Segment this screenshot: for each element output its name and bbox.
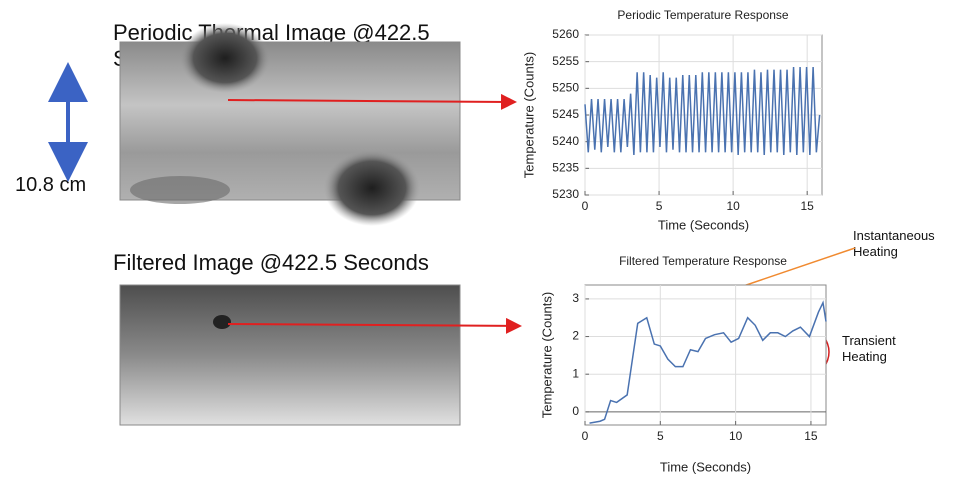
y-tick-label: 3 (572, 291, 579, 305)
y-tick-label: 5260 (552, 27, 579, 41)
x-tick-label: 15 (801, 199, 815, 213)
x-tick-label: 0 (582, 429, 589, 443)
x-tick-label: 5 (657, 429, 664, 443)
chart-title: Filtered Temperature Response (619, 254, 787, 268)
y-axis-label: Temperature (Counts) (539, 292, 554, 418)
y-tick-label: 5255 (552, 54, 579, 68)
image-title: Filtered Image @422.5 Seconds (113, 250, 429, 275)
filtered-image (119, 284, 461, 426)
y-tick-label: 5235 (552, 161, 579, 175)
plot-area (584, 284, 827, 426)
x-tick-label: 10 (729, 429, 743, 443)
thermal-image (119, 23, 461, 226)
y-tick-label: 5250 (552, 81, 579, 95)
y-tick-label: 1 (572, 366, 579, 380)
chart-title: Periodic Temperature Response (617, 8, 789, 22)
y-tick-label: 5245 (552, 107, 579, 121)
y-tick-label: 5230 (552, 187, 579, 201)
y-axis-label: Temperature (Counts) (521, 52, 536, 178)
x-tick-label: 15 (804, 429, 818, 443)
x-tick-label: 5 (656, 199, 663, 213)
y-tick-label: 2 (572, 329, 579, 343)
y-tick-label: 0 (572, 404, 579, 418)
annotation: Instantaneous Heating (853, 228, 935, 259)
x-tick-label: 0 (582, 199, 589, 213)
data-line (589, 300, 827, 424)
annotation: Transient Heating (842, 333, 896, 364)
x-axis-label: Time (Seconds) (658, 217, 749, 232)
pointer-arrow (227, 93, 517, 110)
y-tick-label: 5240 (552, 134, 579, 148)
x-tick-label: 10 (726, 199, 740, 213)
pointer-arrow (227, 317, 522, 334)
data-line (584, 66, 821, 156)
x-axis-label: Time (Seconds) (660, 459, 751, 474)
